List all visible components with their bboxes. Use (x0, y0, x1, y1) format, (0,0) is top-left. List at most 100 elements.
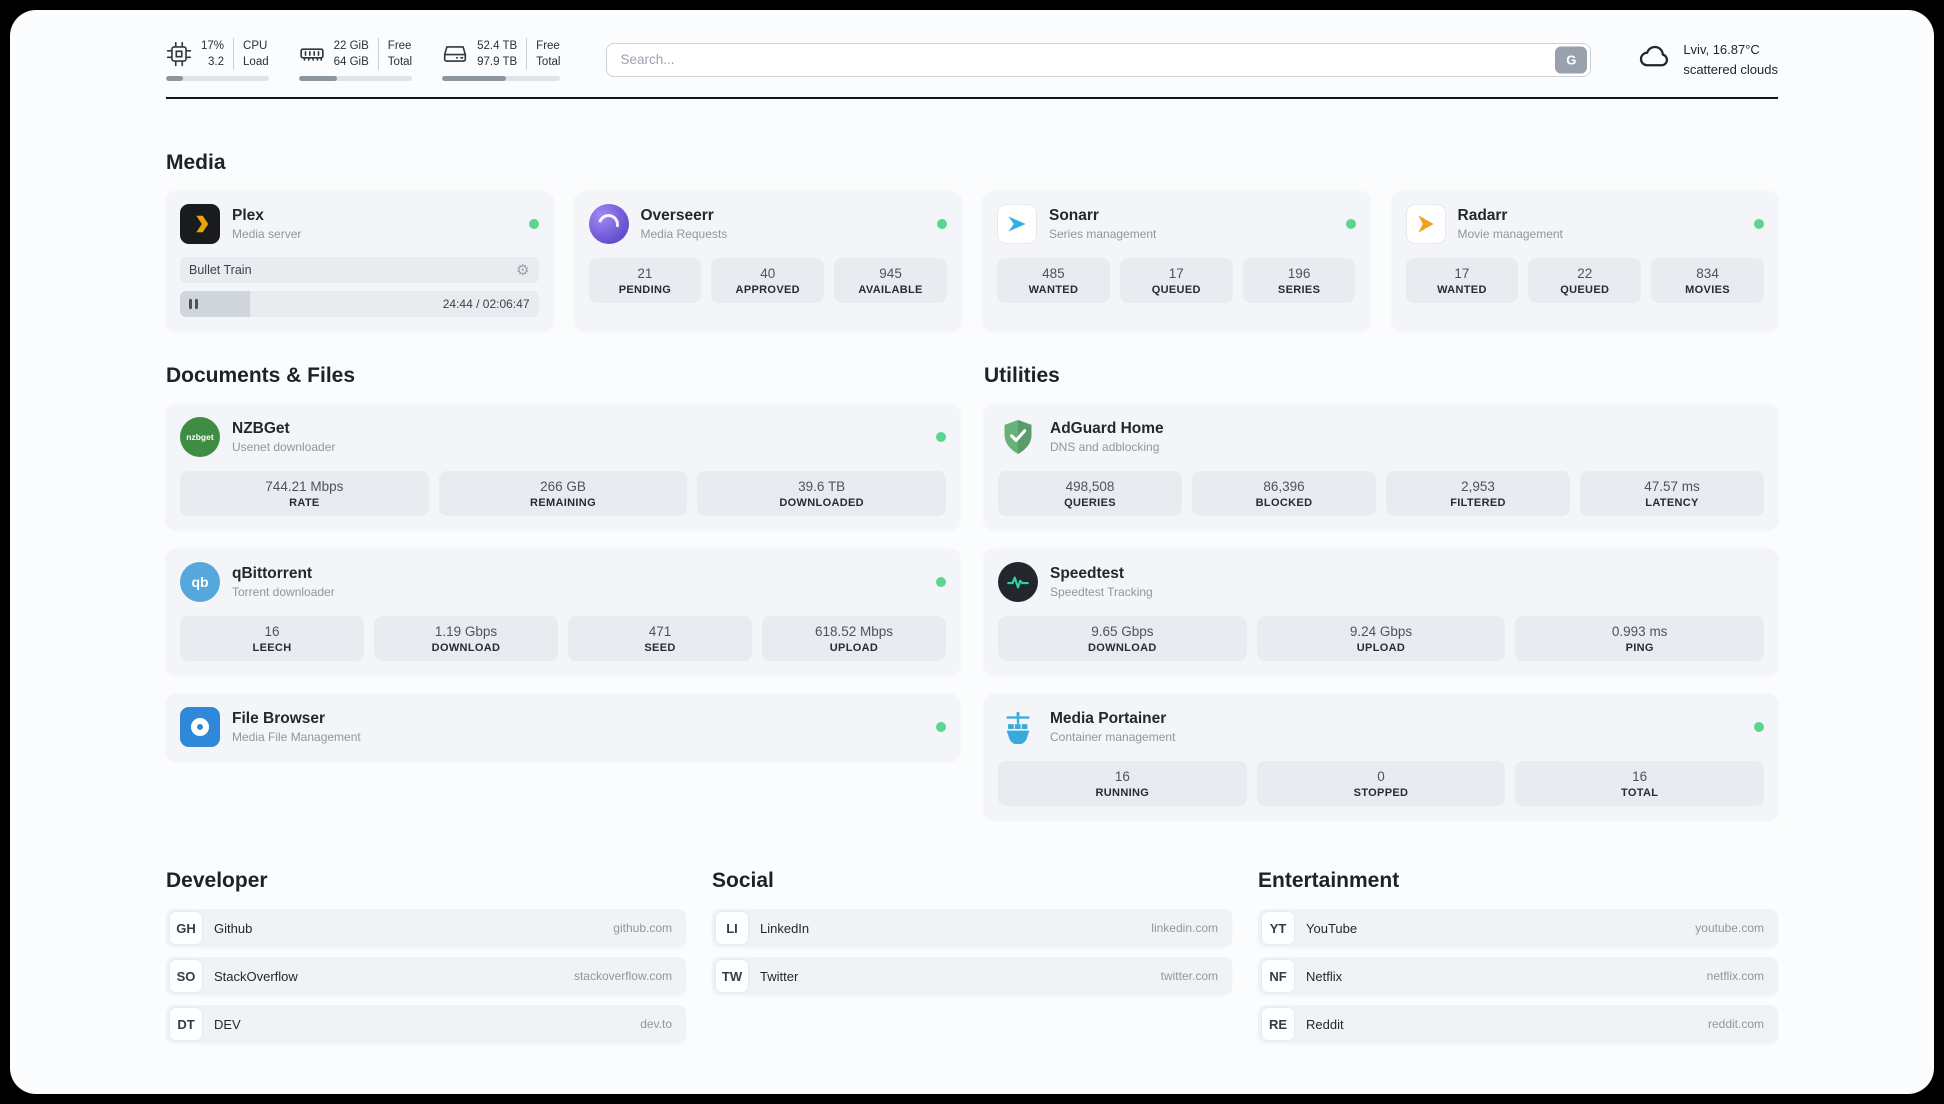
bookmark-url: dev.to (640, 1017, 672, 1032)
nzbget-icon: nzbget (180, 417, 220, 458)
status-dot (936, 577, 946, 588)
stat-download: 1.19 Gbps DOWNLOAD (374, 616, 558, 662)
stat-label: LEECH (252, 642, 292, 655)
stat-leech: 16 LEECH (180, 616, 364, 662)
stat-queued: 22 QUEUED (1528, 258, 1642, 304)
qbittorrent-card[interactable]: qb qBittorrent Torrent downloader 16 LEE… (166, 549, 960, 675)
entertainment-section-title: Entertainment (1258, 869, 1400, 893)
search-input[interactable] (606, 42, 1592, 77)
playback-progress[interactable]: 24:44 / 02:06:47 (180, 291, 539, 318)
bookmark-abbr: LI (716, 912, 748, 945)
portainer-card[interactable]: Media Portainer Container management 16 … (984, 694, 1778, 820)
app-subtitle: Usenet downloader (232, 440, 336, 455)
stat-label: APPROVED (735, 284, 800, 297)
ram-monitor: 22 GiB 64 GiB Free Total (298, 38, 413, 82)
stat-label: DOWNLOAD (1088, 642, 1157, 655)
bookmark-stackoverflow[interactable]: SO StackOverflow stackoverflow.com (166, 957, 686, 996)
playback-time: 24:44 / 02:06:47 (442, 297, 530, 312)
bookmark-github[interactable]: GH Github github.com (166, 909, 686, 948)
bookmark-linkedin[interactable]: LI LinkedIn linkedin.com (712, 909, 1232, 948)
app-title: Overseerr (640, 207, 714, 225)
status-dot (528, 219, 539, 230)
stat-wanted: 17 WANTED (1405, 258, 1519, 304)
app-subtitle: Torrent downloader (232, 585, 335, 600)
bookmark-name: Reddit (1306, 1016, 1344, 1032)
stat-value: 17 (1168, 266, 1184, 282)
stat-label: LATENCY (1645, 497, 1699, 510)
stat-ping: 0.993 ms PING (1515, 616, 1765, 662)
bookmark-youtube[interactable]: YT YouTube youtube.com (1258, 909, 1778, 948)
pause-icon[interactable] (189, 299, 198, 310)
ram-total-label: Total (387, 56, 413, 69)
stat-value: 86,396 (1263, 479, 1305, 495)
bookmark-url: reddit.com (1707, 1017, 1764, 1032)
bookmark-name: StackOverflow (214, 968, 298, 984)
now-playing-title: Bullet Train (189, 263, 252, 278)
stat-download: 9.65 Gbps DOWNLOAD (998, 616, 1247, 662)
overseerr-icon (588, 204, 629, 245)
bookmark-url: youtube.com (1695, 921, 1764, 936)
stat-label: PING (1625, 642, 1654, 655)
stat-value: 834 (1696, 266, 1719, 282)
overseerr-card[interactable]: Overseerr Media Requests 21 PENDING 40 A… (574, 191, 961, 331)
stat-series: 196 SERIES (1242, 258, 1356, 304)
stat-wanted: 485 WANTED (997, 258, 1110, 304)
documents-column: Documents & Files nzbget NZBGet Usenet d… (166, 364, 960, 819)
disk-free-label: Free (536, 40, 560, 52)
plex-card[interactable]: Plex Media server Bullet Train ⚙ 24:44 /… (166, 191, 553, 331)
media-section: Media Plex Media server Bullet Train ⚙ (166, 151, 1778, 331)
bookmark-name: Github (214, 920, 253, 936)
status-dot (936, 722, 946, 733)
qbittorrent-icon: qb (180, 562, 220, 603)
stat-label: UPLOAD (1356, 642, 1406, 655)
speedtest-card[interactable]: Speedtest Speedtest Tracking 9.65 Gbps D… (984, 549, 1778, 675)
cpu-icon (166, 41, 192, 67)
stat-rate: 744.21 Mbps RATE (180, 471, 429, 517)
bookmark-reddit[interactable]: RE Reddit reddit.com (1258, 1005, 1778, 1044)
stat-value: 16 (1114, 769, 1130, 785)
bookmark-twitter[interactable]: TW Twitter twitter.com (712, 957, 1232, 996)
ram-progress-bar (298, 76, 413, 82)
plex-icon (180, 204, 220, 245)
stat-value: 39.6 TB (798, 479, 846, 495)
stat-value: 0.993 ms (1611, 624, 1668, 640)
documents-section-title: Documents & Files (166, 364, 356, 388)
stat-label: QUEUED (1560, 284, 1610, 297)
stat-label: QUEUED (1151, 284, 1201, 297)
adguard-icon (998, 417, 1038, 457)
stat-label: STOPPED (1353, 787, 1409, 800)
speedtest-icon (998, 562, 1038, 603)
disk-total-label: Total (536, 56, 561, 69)
sonarr-card[interactable]: Sonarr Series management 485 WANTED 17 Q… (983, 191, 1370, 331)
bookmark-dev[interactable]: DT DEV dev.to (166, 1005, 686, 1044)
status-dot (1345, 219, 1356, 230)
social-section-title: Social (712, 869, 774, 893)
gear-icon[interactable]: ⚙ (516, 261, 530, 279)
adguard-card[interactable]: AdGuard Home DNS and adblocking 498,508 … (984, 404, 1778, 530)
search-engine-button[interactable]: G (1555, 46, 1588, 74)
filebrowser-card[interactable]: File Browser Media File Management (166, 694, 960, 761)
app-subtitle: Series management (1049, 227, 1157, 242)
stat-value: 498,508 (1065, 479, 1115, 495)
disk-monitor: 52.4 TB 97.9 TB Free Total (442, 38, 561, 82)
disk-icon (442, 41, 468, 67)
stat-value: 744.21 Mbps (265, 479, 344, 495)
radarr-card[interactable]: Radarr Movie management 17 WANTED 22 QUE… (1391, 191, 1778, 331)
stat-label: REMAINING (530, 497, 596, 510)
stat-value: 471 (648, 624, 672, 640)
cloud-icon (1637, 39, 1673, 80)
cpu-progress-bar (166, 76, 269, 82)
topbar: 17% 3.2 CPU Load (166, 38, 1778, 82)
stat-label: RATE (289, 497, 320, 510)
bookmark-url: linkedin.com (1151, 921, 1218, 936)
disk-progress-bar (442, 76, 561, 82)
stat-value: 485 (1042, 266, 1065, 282)
bookmark-netflix[interactable]: NF Netflix netflix.com (1258, 957, 1778, 996)
app-title: Plex (232, 207, 264, 225)
app-title: File Browser (232, 710, 326, 728)
nzbget-card[interactable]: nzbget NZBGet Usenet downloader 744.21 M… (166, 404, 960, 530)
stat-label: PENDING (618, 284, 672, 297)
stat-seed: 471 SEED (568, 616, 752, 662)
stat-label: WANTED (1028, 284, 1079, 297)
stat-value: 266 GB (540, 479, 586, 495)
